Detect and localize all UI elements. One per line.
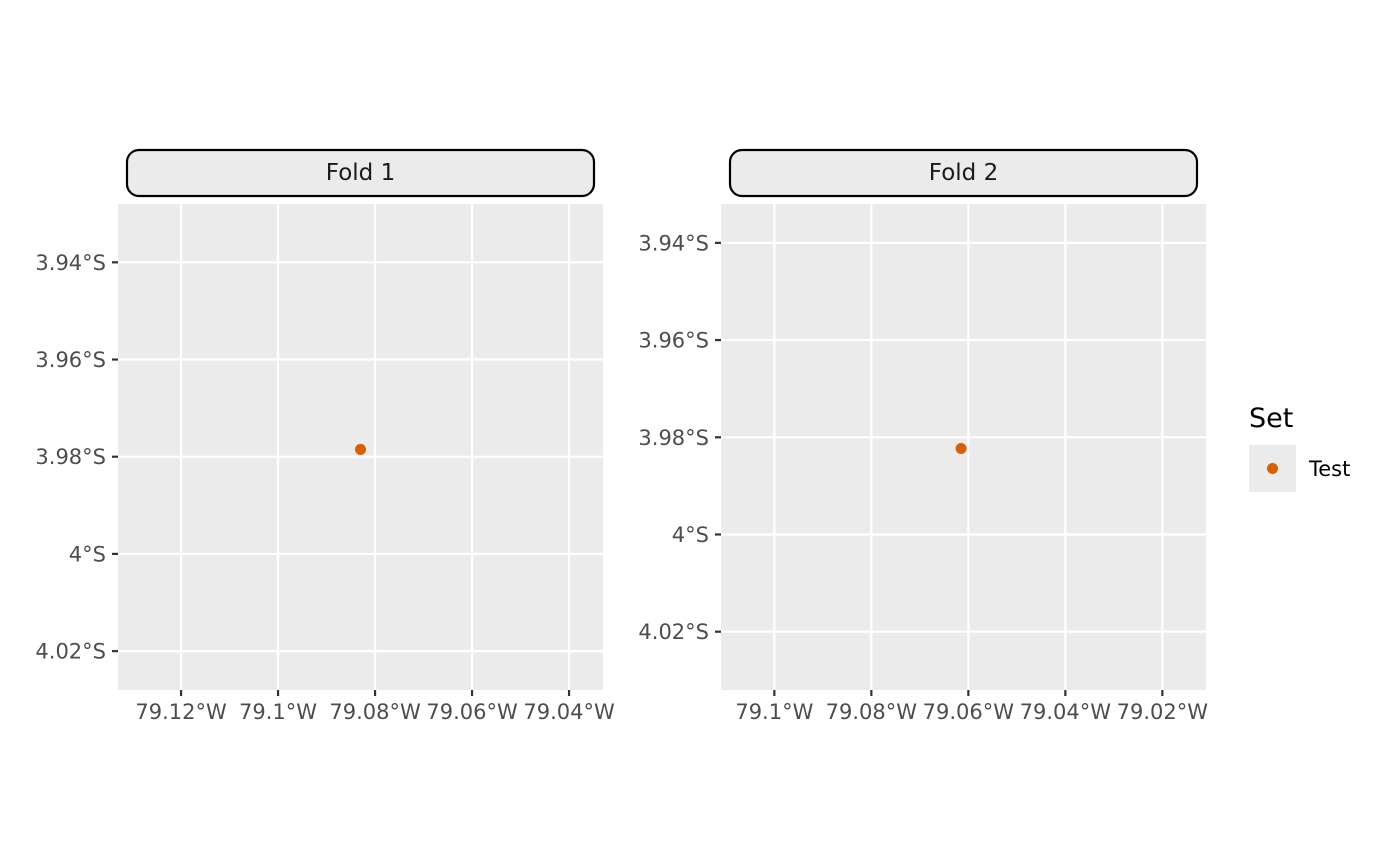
data-point-test: [355, 443, 366, 455]
strip-fold-1: [125, 148, 596, 198]
facet-fold-1: Fold 1 79.12°W 79.1°W 79.08°W 79.06°W 79.04°W…: [35, 148, 615, 724]
x-tick-label: 79.06°W: [923, 700, 1015, 724]
y-tick-label: 4°S: [672, 523, 709, 547]
strip-fold-2: [728, 148, 1199, 198]
y-tick-label: 4.02°S: [35, 640, 106, 664]
x-tick-label: 79.1°W: [735, 700, 813, 724]
y-tick-label: 3.94°S: [35, 251, 106, 275]
y-tick-label: 3.96°S: [35, 348, 106, 372]
x-tick-label: 79.1°W: [239, 700, 317, 724]
y-tick-label: 3.98°S: [638, 426, 709, 450]
x-tick-label: 79.04°W: [1020, 700, 1112, 724]
data-point-test: [955, 442, 967, 454]
y-tick-label: 4.02°S: [638, 620, 709, 644]
y-tick-label: 3.96°S: [638, 329, 709, 353]
x-tick-label: 79.04°W: [523, 700, 615, 724]
y-tick-label: 3.94°S: [638, 231, 709, 255]
x-tick-label: 79.08°W: [826, 700, 918, 724]
x-tick-label: 79.02°W: [1117, 700, 1209, 724]
facet-fold-2: Fold 2 79.1°W 79.08°W 79.06°W 79.04°W 79.02°W…: [638, 148, 1209, 724]
legend-title: Set: [1249, 403, 1293, 434]
legend: Set Test: [1249, 403, 1350, 492]
legend-key-point-test: [1267, 463, 1278, 474]
legend-label-test: Test: [1308, 457, 1350, 481]
strip-title: Fold 2: [929, 160, 998, 186]
y-tick-label: 4°S: [69, 542, 106, 566]
x-tick-label: 79.12°W: [135, 700, 227, 724]
x-tick-label: 79.08°W: [329, 700, 421, 724]
strip-title: Fold 1: [326, 160, 395, 186]
x-tick-label: 79.06°W: [426, 700, 518, 724]
y-tick-label: 3.98°S: [35, 445, 106, 469]
